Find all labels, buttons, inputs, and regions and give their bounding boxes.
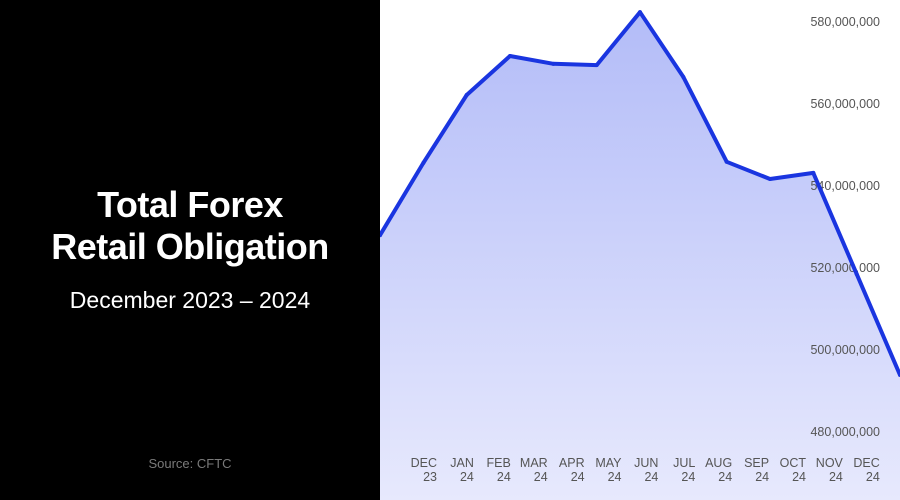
y-tick-label: 520,000,000 (810, 261, 880, 275)
data-point (464, 92, 469, 97)
x-tick-label: DEC 24 (853, 456, 879, 484)
data-point (594, 63, 599, 68)
x-tick-label: FEB 24 (486, 456, 510, 484)
x-tick-label: JUN 24 (634, 456, 658, 484)
y-tick-label: 540,000,000 (810, 179, 880, 193)
x-tick-label: APR 24 (559, 456, 585, 484)
x-tick-label: OCT 24 (780, 456, 807, 484)
y-tick-label: 480,000,000 (810, 425, 880, 439)
y-tick-label: 500,000,000 (810, 343, 880, 357)
x-tick-label: JAN 24 (450, 456, 474, 484)
x-tick-label: DEC 23 (411, 456, 437, 484)
data-point (854, 272, 859, 277)
source-note: Source: CFTC (148, 456, 232, 471)
y-axis: 580,000,000 560,000,000 540,000,000 520,000… (810, 15, 880, 439)
x-tick-label: MAR 24 (520, 456, 548, 484)
data-point (638, 10, 642, 15)
x-tick-label: AUG 24 (705, 456, 732, 484)
data-point (380, 233, 382, 238)
chart-subtitle: December 2023 – 2024 (69, 287, 311, 313)
title-line-1: Total Forex (97, 184, 283, 225)
area-chart: 580,000,000 560,000,000 540,000,000 520,000… (380, 10, 900, 500)
data-point (421, 161, 426, 166)
data-point (508, 54, 512, 59)
x-tick-label: NOV 24 (816, 456, 844, 484)
data-points (380, 10, 900, 378)
data-point (768, 177, 772, 182)
data-point (681, 74, 686, 79)
data-point (551, 61, 556, 66)
x-tick-label: MAY 24 (595, 456, 622, 484)
y-tick-label: 560,000,000 (810, 97, 880, 111)
x-tick-label: JUL 24 (673, 456, 695, 484)
area-fill (380, 12, 900, 500)
x-tick-label: SEP 24 (744, 456, 769, 484)
chart-title: Total Forex Retail Obligation (0, 184, 380, 268)
title-line-2: Retail Obligation (51, 226, 329, 267)
y-tick-label: 580,000,000 (810, 15, 880, 29)
data-point (724, 159, 729, 164)
title-panel: Total Forex Retail Obligation December 2… (0, 0, 380, 500)
data-point (811, 170, 816, 175)
x-axis: DEC 23 JAN 24 FEB 24 MAR 24 APR 24 MAY 24 JUN 24 JUL 24… (411, 456, 880, 484)
